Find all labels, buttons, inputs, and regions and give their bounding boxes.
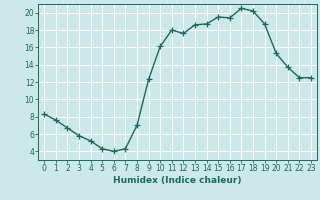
X-axis label: Humidex (Indice chaleur): Humidex (Indice chaleur) [113,176,242,185]
